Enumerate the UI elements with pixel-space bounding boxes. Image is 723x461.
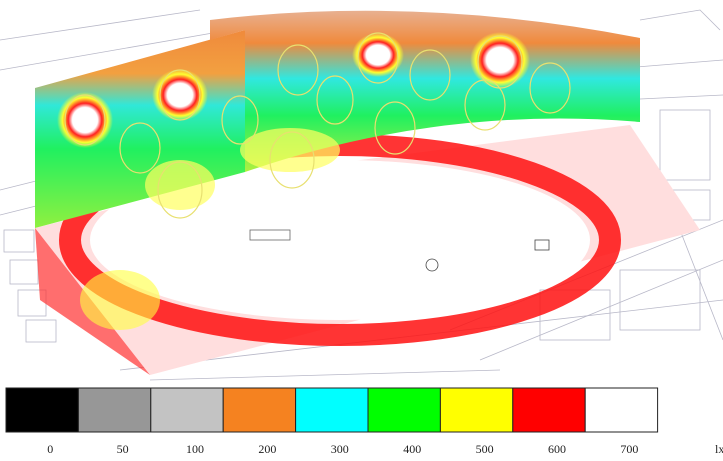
legend-unit: lx	[715, 442, 723, 456]
legend-swatch	[223, 388, 295, 432]
illuminance-render: 0 50 100 200 300 400 500 600 700 lx	[0, 0, 723, 461]
legend-swatch	[6, 388, 78, 432]
legend-swatch	[513, 388, 585, 432]
legend-label: 0	[47, 442, 53, 456]
legend-label: 300	[331, 442, 349, 456]
legend-label: 500	[476, 442, 494, 456]
legend-label: 400	[403, 442, 421, 456]
legend-swatch	[585, 388, 657, 432]
legend-swatch	[368, 388, 440, 432]
legend-swatch	[440, 388, 512, 432]
legend-swatch	[151, 388, 223, 432]
legend-swatch	[296, 388, 368, 432]
legend-label: 600	[548, 442, 566, 456]
legend-label: 200	[258, 442, 276, 456]
legend-label: 50	[117, 442, 129, 456]
legend: 0 50 100 200 300 400 500 600 700 lx	[6, 388, 723, 456]
legend-label: 100	[186, 442, 204, 456]
legend-label: 700	[620, 442, 638, 456]
legend-swatch	[78, 388, 150, 432]
